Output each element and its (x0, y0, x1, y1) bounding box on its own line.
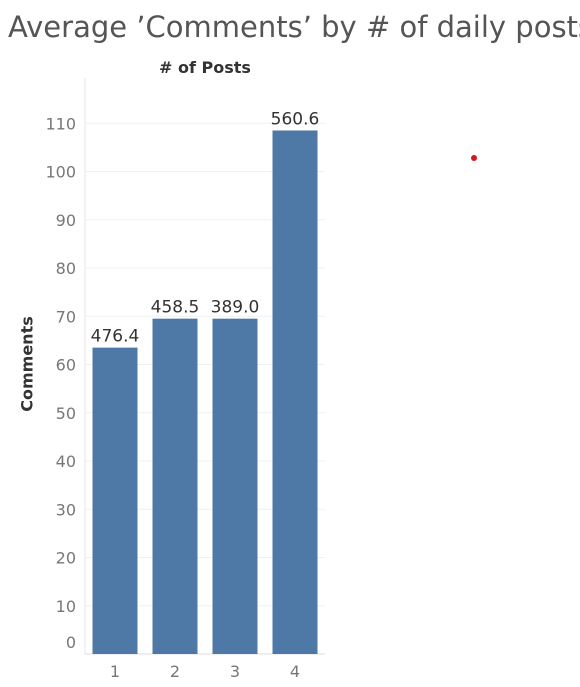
y-tick-label: 90 (56, 211, 76, 230)
y-tick-label: 10 (56, 597, 76, 616)
red-dot-marker (471, 155, 477, 161)
bar (272, 130, 318, 655)
y-tick-label: 110 (45, 114, 76, 133)
chart-title: Average ’Comments’ by # of daily posts (8, 10, 580, 44)
x-tick-label: 3 (230, 662, 240, 681)
bar-data-label: 458.5 (151, 298, 200, 318)
y-tick-label: 70 (56, 307, 76, 326)
y-tick-label: 80 (56, 259, 76, 278)
y-tick-label: 60 (56, 356, 76, 375)
bar (92, 347, 138, 654)
x-tick-label: 4 (290, 662, 300, 681)
y-tick-label: 100 (45, 163, 76, 182)
bar (212, 318, 258, 654)
y-tick-label: 40 (56, 452, 76, 471)
y-tick-label: 30 (56, 500, 76, 519)
bar-data-label: 389.0 (211, 298, 260, 318)
y-tick-label: 50 (56, 404, 76, 423)
bar-data-label: 476.4 (91, 327, 140, 347)
bar-data-label: 560.6 (271, 109, 320, 129)
x-axis-title: # of Posts (159, 58, 251, 77)
y-tick-label: 20 (56, 549, 76, 568)
x-tick-label: 2 (170, 662, 180, 681)
x-tick-label: 1 (110, 662, 120, 681)
y-tick-label: 0 (66, 633, 76, 652)
bar (152, 318, 198, 654)
